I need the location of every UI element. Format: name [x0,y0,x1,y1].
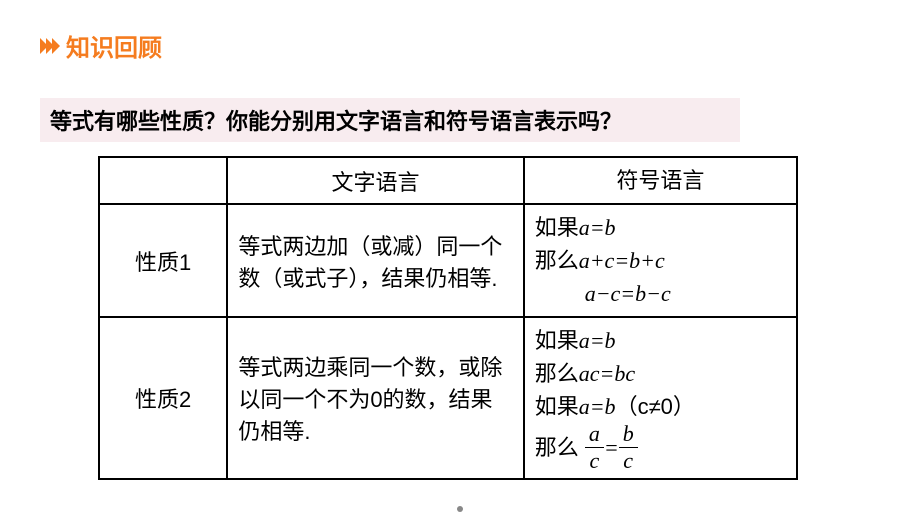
sym-eq: ac=bc [579,361,635,386]
fraction: ac [585,423,604,472]
sym-eq: a=b [579,394,616,419]
sym-eq: a+c=b+c [579,248,665,273]
row1-label: 性质1 [99,204,227,317]
question-text: 等式有哪些性质？你能分别用文字语言和符号语言表示吗？ [40,98,740,142]
section-header: 知识回顾 [40,28,162,63]
table-header-row: 文字语言 符号语言 [99,157,797,204]
sym-prefix: 如果 [535,215,579,240]
frac-den: c [585,448,604,472]
frac-num: b [619,423,638,448]
header-text-lang: 文字语言 [227,157,523,204]
sym-prefix: 如果 [535,328,579,353]
properties-table: 文字语言 符号语言 性质1 等式两边加（或减）同一个数（或式子），结果仍相等. … [98,156,798,480]
row2-label: 性质2 [99,317,227,479]
table-row: 性质2 等式两边乘同一个数，或除以同一个不为0的数，结果仍相等. 如果a=b 那… [99,317,797,479]
sym-eq: a=b [579,215,616,240]
row1-symbols: 如果a=b 那么a+c=b+c a−c=b−c [524,204,797,317]
fraction: bc [619,423,638,472]
sym-prefix: 如果 [535,394,579,419]
header-title: 知识回顾 [66,28,162,63]
row2-text: 等式两边乘同一个数，或除以同一个不为0的数，结果仍相等. [227,317,523,479]
header-blank [99,157,227,204]
frac-den: c [619,448,638,472]
chevron-icon [40,38,58,54]
sym-paren: （c≠0） [616,394,695,419]
table-row: 性质1 等式两边加（或减）同一个数（或式子），结果仍相等. 如果a=b 那么a+… [99,204,797,317]
row2-symbols: 如果a=b 那么ac=bc 如果a=b（c≠0） 那么 ac = bc [524,317,797,479]
sym-eq: a−c=b−c [585,281,671,306]
sym-prefix: 那么 [535,431,579,464]
sym-prefix: 那么 [535,361,579,386]
sym-prefix: 那么 [535,248,579,273]
row1-text: 等式两边加（或减）同一个数（或式子），结果仍相等. [227,204,523,317]
page-indicator-dot [457,506,463,512]
frac-eq: = [604,431,619,464]
header-symbol-lang: 符号语言 [524,157,797,204]
sym-eq: a=b [579,328,616,353]
frac-num: a [585,423,604,448]
